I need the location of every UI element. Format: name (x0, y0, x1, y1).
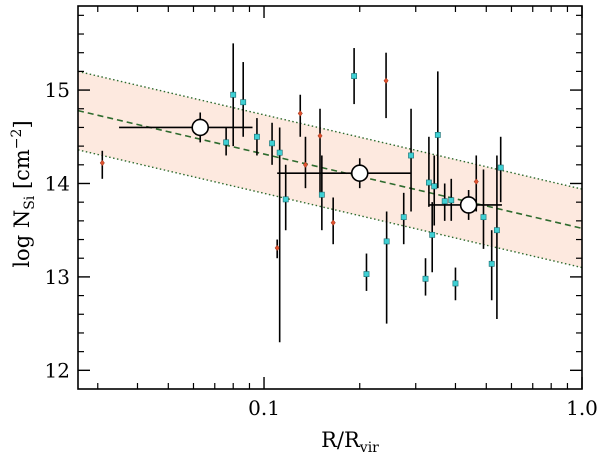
binned-point (459, 196, 478, 214)
data-point-square (488, 260, 495, 267)
fit-line (77, 109, 583, 230)
data-point-square (494, 227, 500, 234)
data-point-diamond (473, 178, 479, 185)
y-tick-label: 15 (45, 78, 70, 102)
plot-frame (77, 5, 583, 390)
data-point-square (429, 231, 436, 238)
data-point-diamond (302, 161, 308, 169)
data-point-square (276, 149, 283, 156)
x-tick-label: 0.1 (248, 396, 280, 420)
data-point-square (441, 198, 448, 205)
data-point-square (240, 99, 247, 106)
data-point-diamond (274, 244, 280, 252)
data-point-diamond (330, 219, 336, 226)
data-points-layer (99, 43, 504, 343)
data-point-square (408, 152, 414, 159)
confidence-band-layer (78, 71, 582, 268)
data-point-square (425, 179, 432, 186)
data-point-square (363, 271, 370, 277)
confidence-band (78, 71, 582, 268)
data-point-diamond (297, 110, 303, 117)
x-tick-label: 1.0 (566, 396, 598, 420)
data-point-square (422, 275, 429, 282)
data-point-square (400, 214, 407, 221)
binned-point (350, 164, 369, 183)
data-point-diamond (383, 77, 389, 84)
data-point-square (448, 197, 455, 204)
y-axis-title: log NSi [cm−2] (9, 120, 38, 267)
data-point-square (230, 91, 237, 98)
data-point-square (223, 139, 230, 146)
data-point-square (431, 183, 438, 190)
data-point-square (434, 132, 441, 138)
fit-line-layer (77, 70, 583, 269)
data-point-square (452, 280, 459, 287)
data-point-square (282, 196, 289, 203)
binned-points-layer (119, 112, 502, 220)
data-point-square (254, 133, 260, 140)
data-point-diamond (317, 132, 323, 140)
data-point-square (269, 140, 275, 147)
x-axis-title: R/Rvir (321, 428, 379, 456)
binned-point (191, 118, 210, 137)
data-point-diamond (99, 159, 105, 167)
data-point-square (497, 164, 504, 171)
y-tick-label: 12 (45, 358, 70, 382)
data-point-square (318, 191, 325, 198)
y-tick-label: 13 (45, 265, 70, 289)
data-point-square (383, 238, 390, 245)
data-point-square (351, 73, 358, 79)
data-point-square (480, 214, 487, 221)
axes-layer: 0.1 1.0 12 13 14 15 (45, 5, 598, 420)
y-tick-label: 14 (45, 171, 70, 195)
